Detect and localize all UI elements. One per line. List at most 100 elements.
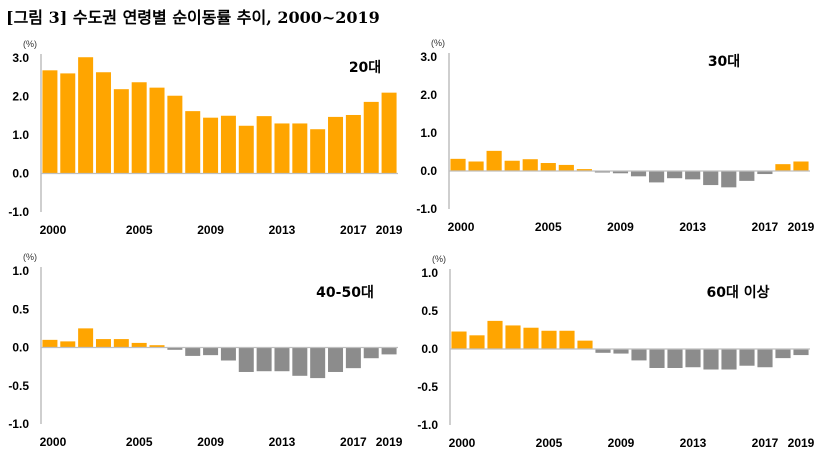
y-tick-label: -1.0 [416,202,437,216]
x-tick-label: 2005 [536,436,563,450]
y-tick-label: 1.0 [420,126,437,140]
bar-2008 [185,347,201,356]
bar-2005 [131,82,147,174]
y-tick-label: 0.0 [12,167,29,181]
bar-2010 [220,347,236,361]
bar-2006 [559,330,575,349]
bar-2018 [775,164,791,171]
bar-2012 [667,171,683,179]
panel-title: 30대 [708,54,740,70]
x-tick-label: 2019 [376,435,403,449]
bar-2019 [793,349,809,356]
bar-2016 [328,347,344,372]
x-tick-label: 2013 [680,436,707,450]
bar-2004 [522,159,538,171]
bar-2013 [274,123,290,174]
y-tick-label: 0.0 [420,164,437,178]
bar-2010 [220,115,236,174]
x-tick-label: 2005 [535,220,562,234]
bar-2016 [328,116,344,174]
bar-2019 [381,92,397,174]
bar-2015 [721,171,737,188]
bar-2006 [149,345,165,348]
bar-2015 [721,349,737,370]
bar-2009 [612,171,629,174]
bar-2012 [256,347,272,372]
y-tick-label: 3.0 [12,51,29,65]
bar-2015 [310,347,326,379]
y-tick-label: -1.0 [8,205,29,219]
x-tick-label: 2009 [607,220,634,234]
y-unit-label: (%) [23,252,37,262]
x-tick-label: 2019 [788,436,815,450]
bar-2011 [238,347,254,372]
bar-2009 [203,347,219,356]
bar-2002 [487,320,503,349]
bar-2001 [468,161,484,171]
bar-2019 [381,347,397,355]
x-tick-label: 2009 [608,436,635,450]
y-tick-label: -1.0 [8,417,29,431]
panel-title: 60대 이상 [707,284,770,301]
bar-2017 [345,347,361,369]
bar-2004 [523,327,539,349]
x-tick-label: 2005 [126,223,153,237]
bar-2000 [450,158,466,171]
bar-2007 [576,169,592,171]
bar-2017 [757,349,773,368]
bar-2002 [486,150,502,171]
bar-2009 [203,117,219,174]
bar-2001 [60,341,76,348]
x-tick-label: 2000 [40,223,67,237]
x-tick-label: 2013 [269,435,296,449]
y-tick-label: 2.0 [12,90,29,104]
bar-2011 [649,349,665,368]
bar-2011 [648,171,665,183]
bar-2014 [292,347,308,376]
bar-2001 [469,335,485,349]
bar-2005 [540,163,556,171]
y-tick-label: -0.5 [8,379,29,393]
bar-2001 [60,73,76,174]
panel-3: 1.0 0.5 0.0 -0.5 -1.0 (%) 2000 2005 2009 2013 2017… [8,252,402,449]
bar-2006 [558,164,574,171]
bar-2016 [739,349,755,366]
x-tick-label: 2005 [126,435,153,449]
x-tick-label: 2013 [679,220,706,234]
bar-2019 [793,161,809,171]
bar-2002 [78,57,94,174]
x-tick-label: 2000 [448,220,475,234]
bar-2013 [685,349,701,368]
y-tick-label: 1.0 [421,266,438,280]
panel-2: 3.0 2.0 1.0 0.0 -1.0 (%) 2000 2005 2009 2013 2017 2… [416,38,814,234]
x-tick-label: 2017 [752,220,779,234]
bar-2007 [167,347,183,350]
x-tick-label: 2019 [788,220,815,234]
bar-2008 [185,111,201,174]
x-tick-label: 2000 [449,436,476,450]
x-tick-label: 2017 [340,435,367,449]
bar-2008 [595,349,611,353]
bar-2007 [167,95,183,174]
bar-2003 [95,339,111,348]
y-tick-label: 2.0 [420,88,437,102]
bar-2003 [505,325,521,349]
y-tick-label: -0.5 [417,380,438,394]
bar-2000 [42,70,58,174]
bar-2016 [739,171,755,181]
bar-2006 [149,87,165,174]
x-tick-label: 2009 [197,435,224,449]
y-tick-label: 0.5 [12,302,29,316]
bar-2014 [292,123,308,174]
y-tick-label: 3.0 [420,50,437,64]
figure-title: [그림 3] 수도권 연령별 순이동률 추이, 2000~2019 [6,8,380,27]
bar-2018 [363,347,379,359]
y-tick-label: 0.0 [421,342,438,356]
bar-2000 [42,339,58,348]
bar-2011 [238,125,254,174]
bar-2018 [775,349,791,359]
bar-2014 [703,349,719,370]
bar-2003 [95,72,111,174]
